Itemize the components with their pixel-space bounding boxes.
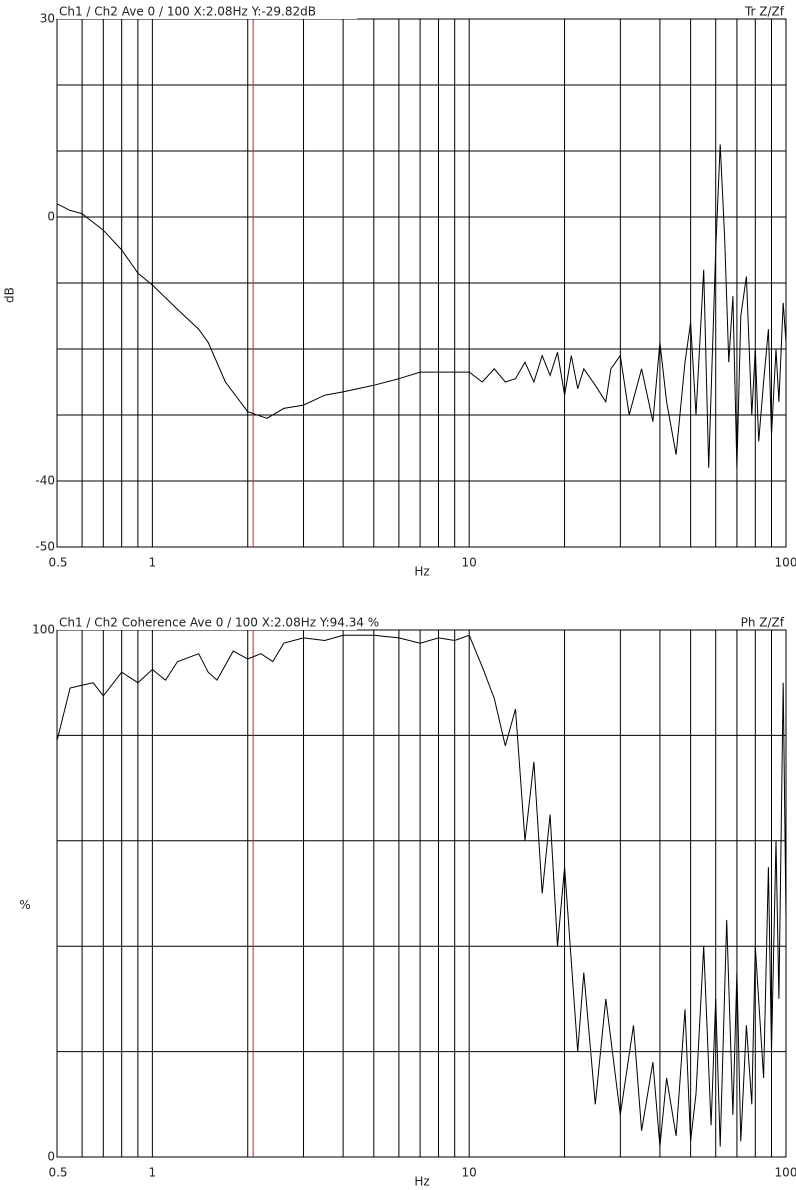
x-tick-label: 10 [462,556,477,570]
chart-title: Ch1 / Ch2 Coherence Ave 0 / 100 X:2.08Hz… [59,616,379,630]
y-tick-label: -40 [35,474,55,488]
y-tick-label: 0 [47,1150,55,1164]
title-backdrop [57,618,357,630]
chart-title: Ch1 / Ch2 Ave 0 / 100 X:2.08Hz Y:-29.82d… [59,5,316,19]
y-axis-label: % [19,898,30,912]
x-axis-label: Hz [414,1175,429,1189]
data-line [56,634,787,1147]
y-axis-label: dB [3,287,17,303]
x-tick-label: 1 [149,556,157,570]
title-backdrop [57,7,357,19]
plot-frame [56,629,787,1158]
chart-mode: Ph Z/Zf [741,616,785,630]
x-tick-label: 0.5 [48,556,67,570]
y-tick-label: -50 [35,540,55,554]
x-axis-label: Hz [414,565,429,579]
x-tick-label: 10 [462,1166,477,1180]
y-tick-label: 0 [47,210,55,224]
plot-frame [56,18,787,548]
x-tick-label: 100 [775,556,796,570]
y-tick-label: 30 [40,12,55,26]
x-tick-label: 1 [149,1166,157,1180]
data-line [56,144,787,468]
y-tick-label: 100 [32,623,55,637]
chart-mode: Tr Z/Zf [744,5,785,19]
x-tick-label: 100 [775,1166,796,1180]
x-tick-label: 0.5 [48,1166,67,1180]
